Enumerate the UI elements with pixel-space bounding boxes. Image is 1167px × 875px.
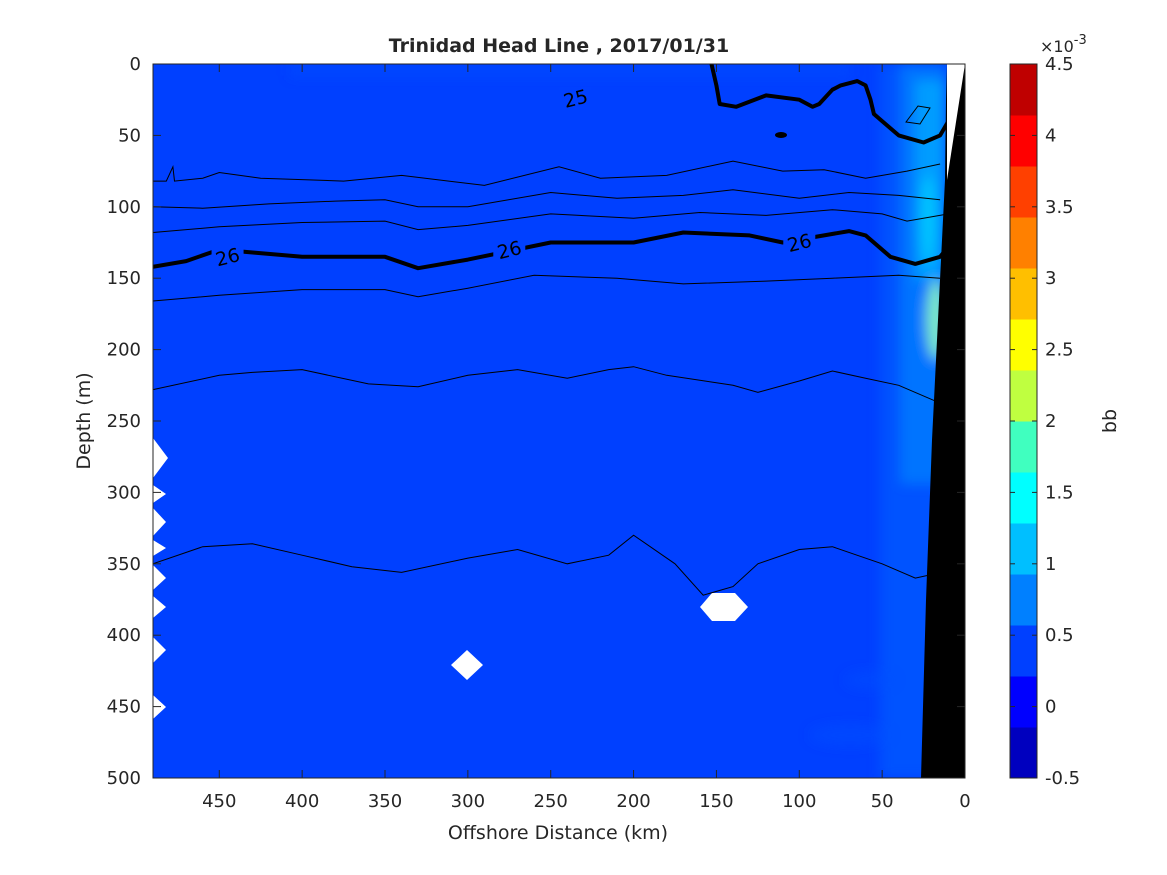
- colorbar-band: [1010, 319, 1037, 371]
- x-tick-label: 150: [699, 791, 733, 812]
- y-tick-label: 350: [107, 554, 141, 575]
- y-axis-label: Depth (m): [73, 372, 95, 469]
- small-contour-loop: [905, 105, 931, 125]
- colorbar-bands: [1010, 64, 1037, 779]
- colorbar-exponent: ×10-3: [1040, 33, 1087, 56]
- seafloor-bathymetry: [921, 64, 965, 778]
- x-tick-label: 200: [616, 791, 650, 812]
- density-contour-26: [153, 229, 950, 271]
- x-tick-label: 0: [959, 791, 970, 812]
- colorbar-tick-label: 2.5: [1045, 340, 1074, 361]
- x-tick-label: 250: [534, 791, 568, 812]
- contour-label-background: [559, 87, 592, 110]
- y-tick-label: 100: [107, 197, 141, 218]
- colorbar: 4.5 4 3.5 3 2.5 2 1.5 1 0.5 0 -0.5 bb ×10-3: [1009, 33, 1121, 789]
- y-tick-label: 0: [130, 54, 141, 75]
- contour-label-background: [493, 238, 526, 261]
- colorbar-exponent-power: -3: [1074, 33, 1087, 48]
- colorbar-band: [1010, 370, 1037, 422]
- density-contour-line: [153, 534, 949, 596]
- x-axis-label: Offshore Distance (km): [448, 822, 668, 844]
- thin-density-contours: [153, 160, 949, 596]
- colorbar-tick-label: 0: [1045, 697, 1056, 718]
- chart-title: Trinidad Head Line , 2017/01/31: [389, 35, 729, 57]
- colorbar-band: [1010, 115, 1037, 167]
- colorbar-band: [1010, 727, 1037, 779]
- colorbar-ticks: 4.5 4 3.5 3 2.5 2 1.5 1 0.5 0 -0.5: [1010, 54, 1080, 789]
- colorbar-tick-label: 4.5: [1045, 54, 1074, 75]
- x-axis: 450 400 350 300 250 200 150 100 50 0: [202, 64, 971, 812]
- colorbar-band: [1010, 421, 1037, 473]
- small-contour-dot: [775, 132, 787, 138]
- y-tick-label: 450: [107, 697, 141, 718]
- colorbar-band: [1010, 217, 1037, 269]
- y-tick-label: 200: [107, 340, 141, 361]
- colorbar-label: bb: [1099, 409, 1121, 433]
- background-field: [153, 64, 965, 778]
- y-axis: 0 50 100 150 200 250 300 350 400 450 500: [107, 54, 965, 789]
- x-tick-label: 350: [368, 791, 402, 812]
- colorbar-band: [1010, 574, 1037, 626]
- colorbar-tick-label: 1: [1045, 554, 1056, 575]
- x-tick-label: 100: [782, 791, 816, 812]
- y-tick-label: 250: [107, 411, 141, 432]
- colorbar-tick-label: 3.5: [1045, 197, 1074, 218]
- colorbar-band: [1010, 523, 1037, 575]
- y-tick-label: 300: [107, 482, 141, 503]
- colorbar-band: [1010, 676, 1037, 728]
- y-tick-label: 400: [107, 625, 141, 646]
- density-contour-line: [153, 189, 941, 209]
- x-tick-label: 300: [451, 791, 485, 812]
- colorbar-band: [1010, 64, 1037, 116]
- density-contour-25: [709, 64, 951, 145]
- colorbar-band: [1010, 625, 1037, 677]
- y-tick-label: 50: [118, 125, 141, 146]
- colorbar-band: [1010, 472, 1037, 524]
- colorbar-tick-label: 3: [1045, 268, 1056, 289]
- density-contour-line: [153, 274, 941, 302]
- colorbar-band: [1010, 166, 1037, 218]
- density-contour-line: [153, 366, 949, 408]
- x-tick-label: 50: [871, 791, 894, 812]
- density-contour-line: [153, 209, 949, 233]
- colorbar-exponent-base: ×10: [1040, 37, 1074, 56]
- colorbar-tick-label: 2: [1045, 411, 1056, 432]
- colorbar-tick-label: -0.5: [1045, 768, 1080, 789]
- colorbar-band: [1010, 268, 1037, 320]
- x-tick-label: 400: [285, 791, 319, 812]
- x-tick-label: 450: [202, 791, 236, 812]
- y-tick-label: 150: [107, 268, 141, 289]
- colorbar-tick-label: 0.5: [1045, 625, 1074, 646]
- contour-label-background: [211, 245, 244, 268]
- colorbar-tick-label: 4: [1045, 125, 1056, 146]
- nearshore-band: [290, 64, 950, 778]
- contour-label-background: [783, 231, 816, 254]
- y-tick-label: 500: [107, 768, 141, 789]
- density-contour-line: [153, 160, 941, 186]
- colorbar-tick-label: 1.5: [1045, 482, 1074, 503]
- bold-density-contours: [153, 64, 951, 271]
- coast-wedge: [947, 64, 965, 180]
